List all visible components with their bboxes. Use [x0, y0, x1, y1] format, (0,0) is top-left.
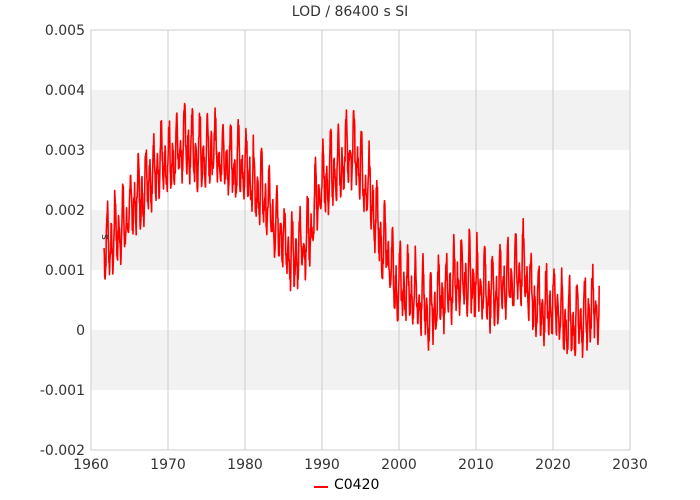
- x-tick-label: 1960: [73, 457, 109, 473]
- plot-band: [91, 210, 630, 270]
- x-tick-label: 2030: [612, 457, 648, 473]
- x-tick-label: 2010: [458, 457, 494, 473]
- chart-title: LOD / 86400 s SI: [292, 4, 408, 20]
- x-tick-label: 1980: [227, 457, 263, 473]
- tick-labels: 1960 1970 1980 1990 2000 2010 2020 2030 -0.002 -0…: [40, 23, 648, 473]
- x-tick-label: 2000: [381, 457, 417, 473]
- plot-area-border: [90, 29, 631, 451]
- series-line-c0420: [103, 102, 600, 359]
- y-tick-label: 0.004: [45, 83, 85, 99]
- y-tick-label: 0.001: [45, 263, 85, 279]
- y-tick-label: 0: [76, 323, 85, 339]
- y-tick-label: 0.002: [45, 203, 85, 219]
- y-tick-label: -0.002: [40, 443, 85, 459]
- x-tick-label: 1970: [150, 457, 186, 473]
- x-tick-label: 2020: [535, 457, 571, 473]
- legend-label-c0420: C0420: [334, 477, 379, 493]
- plot-band: [91, 330, 630, 390]
- y-tick-label: 0.005: [45, 23, 85, 39]
- series-layer: [103, 102, 600, 359]
- y-tick-label: -0.001: [40, 383, 85, 399]
- plot-background-bands: [91, 90, 630, 390]
- y-axis-unit-label: s: [99, 234, 112, 240]
- y-tick-label: 0.003: [45, 143, 85, 159]
- legend[interactable]: C0420: [314, 477, 379, 493]
- x-tick-label: 1990: [304, 457, 340, 473]
